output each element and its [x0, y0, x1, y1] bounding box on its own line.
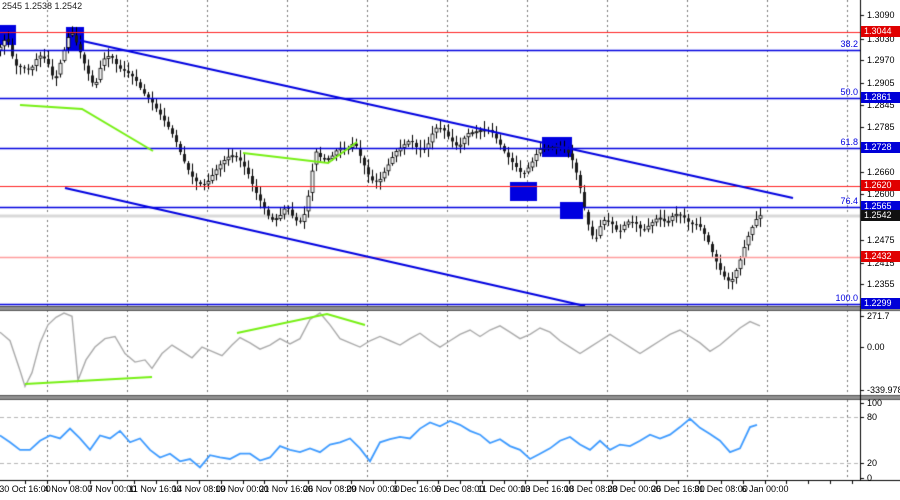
time-label: 14 Nov 08:00 [172, 484, 226, 494]
time-label: 23 Dec 00:00 [607, 484, 661, 494]
ohlc-info: 2545 1.2538 1.2542 [2, 1, 83, 11]
price-tick-label: 1.2415 [867, 258, 895, 268]
indicator2-label: 0 [867, 473, 873, 483]
time-label: 30 Oct 16:00 [0, 484, 51, 494]
price-tick-label: 1.2660 [867, 167, 895, 177]
time-label: 21 Nov 16:00 [259, 484, 313, 494]
time-label: 4 Nov 08:00 [43, 484, 93, 494]
indicator2-label: 20 [867, 458, 878, 468]
time-label: 26 Nov 08:00 [303, 484, 357, 494]
indicator1-label: -339.978 [867, 385, 900, 395]
fib-level-label: 50.0 [840, 87, 858, 97]
time-label: 18 Dec 08:00 [564, 484, 618, 494]
time-label: 13 Dec 16:00 [520, 484, 574, 494]
indicator1-label: 0.00 [867, 342, 885, 352]
time-label: 11 Dec 00:00 [477, 484, 531, 494]
fib-level-label: 100.0 [835, 293, 858, 303]
price-badge-1.2542: 1.2542 [861, 210, 900, 221]
indicator2-label: 100 [867, 398, 883, 408]
price-tick-label: 1.2905 [867, 78, 895, 88]
time-label: 6 Dec 08:00 [435, 484, 485, 494]
price-tick-label: 1.2845 [867, 100, 895, 110]
time-label: 3 Dec 16:00 [392, 484, 442, 494]
price-badge-1.3044: 1.3044 [861, 26, 900, 37]
indicator2-label: 80 [867, 412, 878, 422]
price-badge-1.2861: 1.2861 [861, 92, 900, 103]
price-badge-1.2432: 1.2432 [861, 251, 900, 262]
fib-level-label: 38.2 [840, 39, 858, 49]
time-label: 31 Dec 08:00 [694, 484, 748, 494]
price-tick-label: 1.2475 [867, 235, 895, 245]
price-tick-label: 1.2785 [867, 122, 895, 132]
time-label: 7 Nov 00:00 [87, 484, 137, 494]
indicator1-label: 271.7 [867, 311, 890, 321]
price-tick-label: 1.2355 [867, 279, 895, 289]
time-label: 11 Nov 16:00 [128, 484, 182, 494]
price-tick-label: 1.3090 [867, 10, 895, 20]
time-label: 26 Dec 16:00 [651, 484, 705, 494]
fib-level-label: 61.8 [840, 137, 858, 147]
price-tick-label: 1.2970 [867, 55, 895, 65]
time-label: 19 Nov 00:00 [215, 484, 269, 494]
price-badge-1.2620: 1.2620 [861, 180, 900, 191]
time-label: 6 Jan 00:00 [741, 484, 789, 494]
price-tick-label: 1.2600 [867, 189, 895, 199]
price-badge-1.2728: 1.2728 [861, 142, 900, 153]
time-label: 29 Nov 00:00 [346, 484, 400, 494]
price-badge-1.2565: 1.2565 [861, 201, 900, 212]
price-badge-1.2299: 1.2299 [861, 298, 900, 309]
price-tick-label: 1.3030 [867, 34, 895, 44]
fib-level-label: 76.4 [840, 196, 858, 206]
